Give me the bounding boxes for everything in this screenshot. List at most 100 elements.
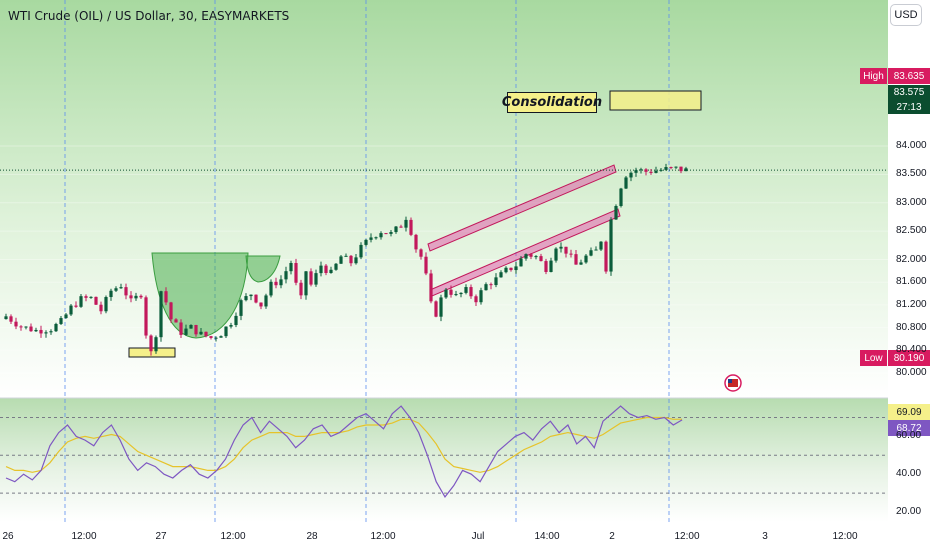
candle-body [649,171,653,173]
candle-body [579,262,583,265]
candle-body [164,291,168,303]
candle-body [244,296,248,301]
low-label-tag: Low [860,350,887,366]
candle-body [554,248,558,261]
candle-body [174,319,178,323]
candle-body [29,326,33,332]
price-tick-label: 81.200 [896,298,927,310]
rsi-tick-label: 60.00 [896,430,922,442]
candle-body [89,296,93,298]
currency-button[interactable]: USD [890,4,922,26]
candle-body [294,263,298,283]
candle-body [124,287,128,296]
candle-body [469,287,473,297]
candle-body [664,167,668,170]
candle-body [629,172,633,178]
candle-body [154,337,158,352]
candle-body [299,282,303,296]
candle-body [674,166,678,168]
candle-body [574,254,578,265]
candle-body [594,249,598,251]
candle-body [614,206,618,220]
candle-body [399,226,403,228]
candle-body [379,233,383,238]
candle-body [239,300,243,316]
high-label-tag: High [860,68,887,84]
candle-body [214,337,218,339]
candle-body [374,237,378,239]
price-tick-label: 81.600 [896,276,927,288]
time-tick-label: 2 [609,531,615,542]
candle-body [179,322,183,335]
candle-body [394,226,398,233]
candle-body [189,324,193,329]
candle-body [209,336,213,338]
candle-body [324,265,328,273]
candle-body [459,292,463,295]
candle-body [134,295,138,299]
candle-body [104,297,108,312]
candle-body [569,253,573,255]
candle-body [384,233,388,235]
candle-body [464,287,468,293]
time-tick-label: 12:00 [832,531,858,542]
handle-zone [245,255,281,283]
candle-body [669,167,673,169]
time-tick-label: 12:00 [220,531,246,542]
candle-body [564,246,568,254]
candle-body [79,296,83,307]
candle-body [184,328,188,335]
time-tick-label: 3 [762,531,768,542]
candle-body [499,272,503,278]
candle-body [204,331,208,337]
candle-body [599,241,603,250]
time-tick-label: Jul [471,531,485,542]
price-tick-label: 84.000 [896,140,927,151]
candle-body [44,332,48,334]
time-tick-label: 12:00 [71,531,97,542]
main-panel-bg [0,0,888,398]
candle-body [504,267,508,273]
low-value-tag: 80.190 [888,350,930,366]
candle-body [39,329,43,334]
candle-body [159,291,163,338]
candle-body [659,169,663,171]
candle-body [304,271,308,296]
price-tick-label: 82.500 [896,225,927,237]
candle-body [334,263,338,270]
candle-body [389,232,393,234]
candle-body [59,318,63,324]
candle-body [49,331,53,333]
candle-body [604,241,608,272]
time-tick-label: 14:00 [534,531,560,542]
candle-body [419,249,423,257]
candle-body [609,219,613,272]
candle-body [329,269,333,273]
candle-body [444,289,448,298]
candle-body [624,177,628,189]
candle-body [314,273,318,285]
time-tick-label: 12:00 [674,531,700,542]
candle-body [114,288,118,291]
candle-body [544,261,548,272]
candle-body [474,296,478,303]
candle-body [94,296,98,305]
rsi-tick-label: 40.00 [896,468,922,480]
candle-body [309,271,313,285]
candle-body [519,258,523,267]
candle-body [144,297,148,336]
candle-body [219,336,223,338]
candle-body [289,263,293,272]
candle-body [364,239,368,245]
candle-body [354,257,358,264]
candle-body [119,287,123,289]
countdown-tag: 27:13 [888,100,930,114]
candle-body [449,289,453,295]
rsi-tick-label: 20.00 [896,506,922,517]
candle-body [34,329,38,332]
candle-body [549,260,553,272]
candle-body [429,273,433,302]
candle-body [404,219,408,228]
candle-body [484,284,488,291]
